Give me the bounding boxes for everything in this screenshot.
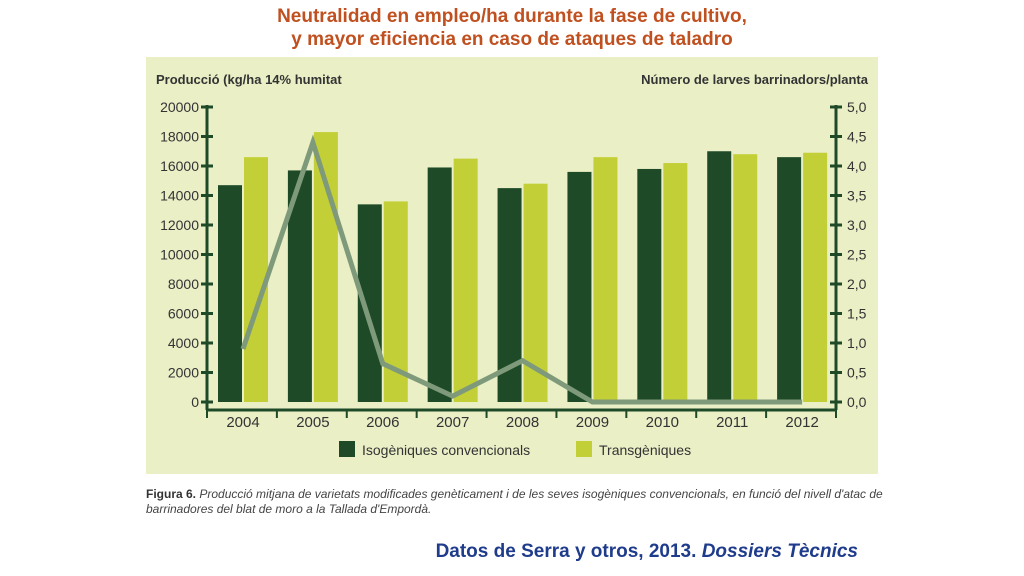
y-tick-label-right: 1,5 (847, 306, 867, 322)
legend-swatch-isogenic (339, 441, 355, 457)
legend-label-isogenic: Isogèniques convencionals (362, 442, 530, 458)
chart-title-line-1: Neutralidad en empleo/ha durante la fase… (277, 6, 747, 27)
y-tick-label-right: 0,0 (847, 394, 867, 410)
bar-isogenic (777, 157, 802, 402)
y-tick-label-right: 4,5 (847, 129, 867, 145)
bar-transgenic (453, 158, 478, 402)
bar-transgenic (803, 152, 828, 402)
bar-transgenic (313, 132, 338, 402)
bar-isogenic (637, 168, 662, 402)
x-tick-label: 2005 (296, 414, 329, 431)
y-tick-label-left: 4000 (168, 335, 199, 351)
y-tick-label-left: 8000 (168, 276, 199, 292)
chart-svg: Producció (kg/ha 14% humitat Número de la… (156, 72, 869, 458)
bar-isogenic (427, 167, 452, 402)
y-tick-label-right: 0,5 (847, 365, 867, 381)
y-tick-label-right: 3,0 (847, 217, 867, 233)
x-tick-label: 2009 (576, 414, 609, 431)
x-tick-label: 2008 (506, 414, 539, 431)
y-tick-label-left: 18000 (160, 129, 199, 145)
x-tick-label: 2007 (436, 414, 469, 431)
caption-text: Producció mitjana de varietats modificad… (146, 487, 883, 516)
chart-panel: Producció (kg/ha 14% humitat Número de la… (146, 57, 878, 474)
bar-transgenic (663, 163, 688, 402)
y-tick-label-left: 10000 (160, 247, 199, 263)
x-tick-label: 2006 (366, 414, 399, 431)
bar-isogenic (567, 171, 592, 402)
bar-transgenic (733, 154, 758, 402)
y-tick-label-right: 2,5 (847, 247, 867, 263)
caption-label: Figura 6. (146, 487, 197, 501)
y-tick-label-right: 2,0 (847, 276, 867, 292)
source-publication: Dossiers Tècnics (701, 541, 858, 562)
chart-title-line-2: y mayor eficiencia en caso de ataques de… (291, 29, 733, 50)
x-tick-label: 2011 (716, 414, 748, 431)
y-tick-label-right: 4,0 (847, 158, 867, 174)
y-tick-label-left: 0 (191, 394, 199, 410)
y-tick-label-right: 3,5 (847, 188, 867, 204)
y-axis-title-right: Número de larves barrinadors/planta (641, 72, 869, 87)
y-tick-label-left: 20000 (160, 99, 199, 115)
y-tick-label-left: 6000 (168, 306, 199, 322)
source-prefix: Datos de Serra y otros, 2013. (435, 541, 702, 562)
bar-isogenic (218, 185, 242, 402)
legend-label-transgenic: Transgèniques (599, 442, 691, 458)
bar-isogenic (707, 151, 732, 402)
bar-transgenic (593, 157, 618, 402)
x-tick-label: 2004 (226, 414, 259, 431)
x-tick-label: 2010 (646, 414, 679, 431)
y-tick-label-left: 14000 (160, 188, 199, 204)
source-citation: Datos de Serra y otros, 2013. Dossiers T… (0, 541, 1024, 563)
y-tick-label-left: 16000 (160, 158, 199, 174)
legend-swatch-transgenic (576, 441, 592, 457)
y-tick-label-right: 1,0 (847, 335, 867, 351)
y-tick-label-left: 2000 (168, 365, 199, 381)
y-tick-label-left: 12000 (160, 217, 199, 233)
y-tick-label-right: 5,0 (847, 99, 867, 115)
x-tick-label: 2012 (785, 414, 818, 431)
y-axis-title-left: Producció (kg/ha 14% humitat (156, 72, 342, 87)
figure-caption: Figura 6. Producció mitjana de varietats… (146, 487, 886, 517)
